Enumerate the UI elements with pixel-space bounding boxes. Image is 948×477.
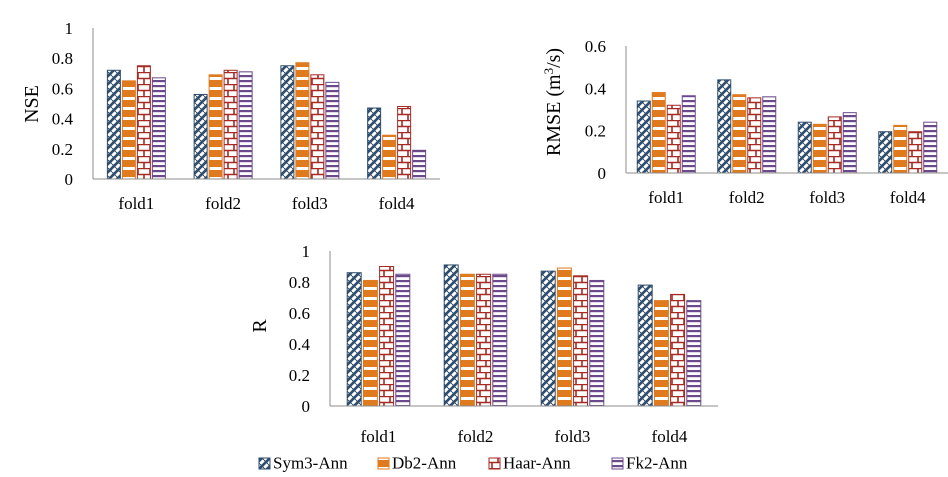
r-ytick-label: 0 bbox=[302, 397, 311, 416]
nse-bar-db2-fold2 bbox=[208, 74, 223, 180]
nse-bar-db2-fold4 bbox=[382, 134, 397, 180]
r-category-label: fold4 bbox=[652, 427, 688, 446]
r-bar-fk2-fold1 bbox=[395, 273, 411, 407]
rmse-bar-db2-fold2 bbox=[732, 94, 747, 174]
nse-bar-sym3-fold1 bbox=[106, 69, 121, 180]
nse-bar-haar-fold2 bbox=[223, 69, 238, 180]
r-bar-fk2-fold2 bbox=[492, 273, 508, 407]
rmse-bar-fk2-fold2 bbox=[762, 96, 777, 174]
nse-ytick-label: 0.8 bbox=[52, 49, 73, 68]
r-bar-fk2-fold4 bbox=[686, 300, 702, 407]
r-bar-haar-fold2 bbox=[476, 273, 492, 407]
legend-item-sym3: Sym3-Ann bbox=[258, 454, 348, 473]
nse-bar-sym3-fold3 bbox=[280, 65, 295, 180]
legend: Sym3-Ann Db2-Ann Haar-Ann Fk2-Ann bbox=[258, 454, 688, 473]
rmse-bar-sym3-fold3 bbox=[797, 121, 812, 174]
nse-chart: 0 0.2 0.4 0.6 0.8 1 NSE fold1 fold2 fold3 fold4 bbox=[21, 19, 440, 213]
nse-ytick-label: 0.4 bbox=[52, 110, 74, 129]
r-bar-db2-fold3 bbox=[556, 267, 572, 407]
legend-swatch-db2 bbox=[377, 457, 390, 470]
nse-bar-db2-fold3 bbox=[295, 62, 310, 180]
nse-bar-fk2-fold4 bbox=[412, 149, 427, 180]
rmse-bar-fk2-fold4 bbox=[923, 121, 938, 174]
r-bar-sym3-fold1 bbox=[346, 272, 362, 407]
r-ytick-label: 0.2 bbox=[289, 366, 310, 385]
nse-y-axis-label: NSE bbox=[21, 85, 43, 123]
legend-label-haar: Haar-Ann bbox=[503, 454, 571, 473]
nse-category-label: fold1 bbox=[118, 194, 154, 213]
nse-ytick-label: 0.6 bbox=[52, 79, 73, 98]
nse-bar-db2-fold1 bbox=[121, 80, 136, 180]
rmse-bar-db2-fold3 bbox=[812, 123, 827, 174]
rmse-bar-sym3-fold1 bbox=[636, 100, 651, 174]
nse-bar-sym3-fold2 bbox=[193, 93, 208, 180]
r-bar-sym3-fold2 bbox=[443, 264, 459, 407]
rmse-y-axis-label: RMSE (m3/s) bbox=[541, 48, 565, 156]
legend-swatch-sym3 bbox=[258, 457, 271, 470]
r-ytick-label: 0.4 bbox=[289, 335, 311, 354]
r-bar-haar-fold3 bbox=[573, 275, 589, 407]
rmse-bar-haar-fold4 bbox=[908, 131, 923, 174]
r-category-label: fold1 bbox=[361, 427, 397, 446]
legend-swatch-haar bbox=[488, 457, 501, 470]
nse-bar-fk2-fold3 bbox=[325, 81, 340, 180]
r-ytick-label: 1 bbox=[302, 242, 311, 261]
rmse-ytick-label: 0.2 bbox=[585, 122, 606, 141]
nse-bar-haar-fold4 bbox=[397, 106, 412, 180]
r-bar-db2-fold4 bbox=[653, 300, 669, 407]
rmse-bar-fk2-fold3 bbox=[842, 112, 857, 174]
nse-bar-haar-fold1 bbox=[136, 65, 151, 180]
r-bar-haar-fold4 bbox=[670, 293, 686, 407]
nse-category-label: fold4 bbox=[379, 194, 415, 213]
nse-ytick-label: 0 bbox=[65, 170, 74, 189]
nse-category-label: fold3 bbox=[292, 194, 328, 213]
rmse-bar-db2-fold1 bbox=[651, 92, 666, 174]
rmse-chart: 0 0.2 0.4 0.6 RMSE (m3/s) fold1 fold2 fold3 fold… bbox=[541, 37, 948, 207]
rmse-bar-sym3-fold4 bbox=[878, 131, 893, 174]
rmse-category-label: fold1 bbox=[648, 188, 684, 207]
nse-category-label: fold2 bbox=[205, 194, 241, 213]
rmse-bar-haar-fold2 bbox=[747, 97, 762, 174]
rmse-category-label: fold4 bbox=[890, 188, 926, 207]
r-bar-haar-fold1 bbox=[379, 266, 395, 407]
nse-ytick-label: 1 bbox=[65, 19, 74, 38]
r-y-axis-label: R bbox=[249, 319, 271, 333]
nse-bar-fk2-fold1 bbox=[151, 77, 166, 180]
r-ytick-label: 0.6 bbox=[289, 304, 310, 323]
rmse-bar-db2-fold4 bbox=[893, 124, 908, 174]
legend-label-fk2: Fk2-Ann bbox=[626, 454, 688, 473]
legend-item-db2: Db2-Ann bbox=[377, 454, 457, 473]
r-category-label: fold3 bbox=[555, 427, 591, 446]
r-ytick-label: 0.8 bbox=[289, 273, 310, 292]
legend-item-fk2: Fk2-Ann bbox=[611, 454, 688, 473]
nse-bar-fk2-fold2 bbox=[238, 71, 253, 180]
r-bar-db2-fold1 bbox=[362, 279, 378, 407]
rmse-category-label: fold3 bbox=[809, 188, 845, 207]
r-bar-db2-fold2 bbox=[459, 273, 475, 407]
rmse-ytick-label: 0 bbox=[598, 164, 607, 183]
legend-label-db2: Db2-Ann bbox=[392, 454, 457, 473]
r-bar-sym3-fold3 bbox=[540, 270, 556, 407]
legend-label-sym3: Sym3-Ann bbox=[273, 454, 348, 473]
nse-ytick-label: 0.2 bbox=[52, 140, 73, 159]
rmse-category-label: fold2 bbox=[729, 188, 765, 207]
legend-item-haar: Haar-Ann bbox=[488, 454, 571, 473]
rmse-bar-fk2-fold1 bbox=[681, 95, 696, 174]
rmse-bar-haar-fold3 bbox=[827, 116, 842, 174]
nse-bar-sym3-fold4 bbox=[367, 107, 382, 180]
legend-swatch-fk2 bbox=[611, 457, 624, 470]
rmse-bar-haar-fold1 bbox=[666, 104, 681, 174]
rmse-ytick-label: 0.4 bbox=[585, 79, 607, 98]
nse-bar-haar-fold3 bbox=[310, 74, 325, 180]
r-category-label: fold2 bbox=[458, 427, 494, 446]
r-bar-fk2-fold3 bbox=[589, 279, 605, 407]
rmse-bar-sym3-fold2 bbox=[717, 79, 732, 174]
r-bar-sym3-fold4 bbox=[637, 284, 653, 407]
rmse-ytick-label: 0.6 bbox=[585, 37, 606, 56]
